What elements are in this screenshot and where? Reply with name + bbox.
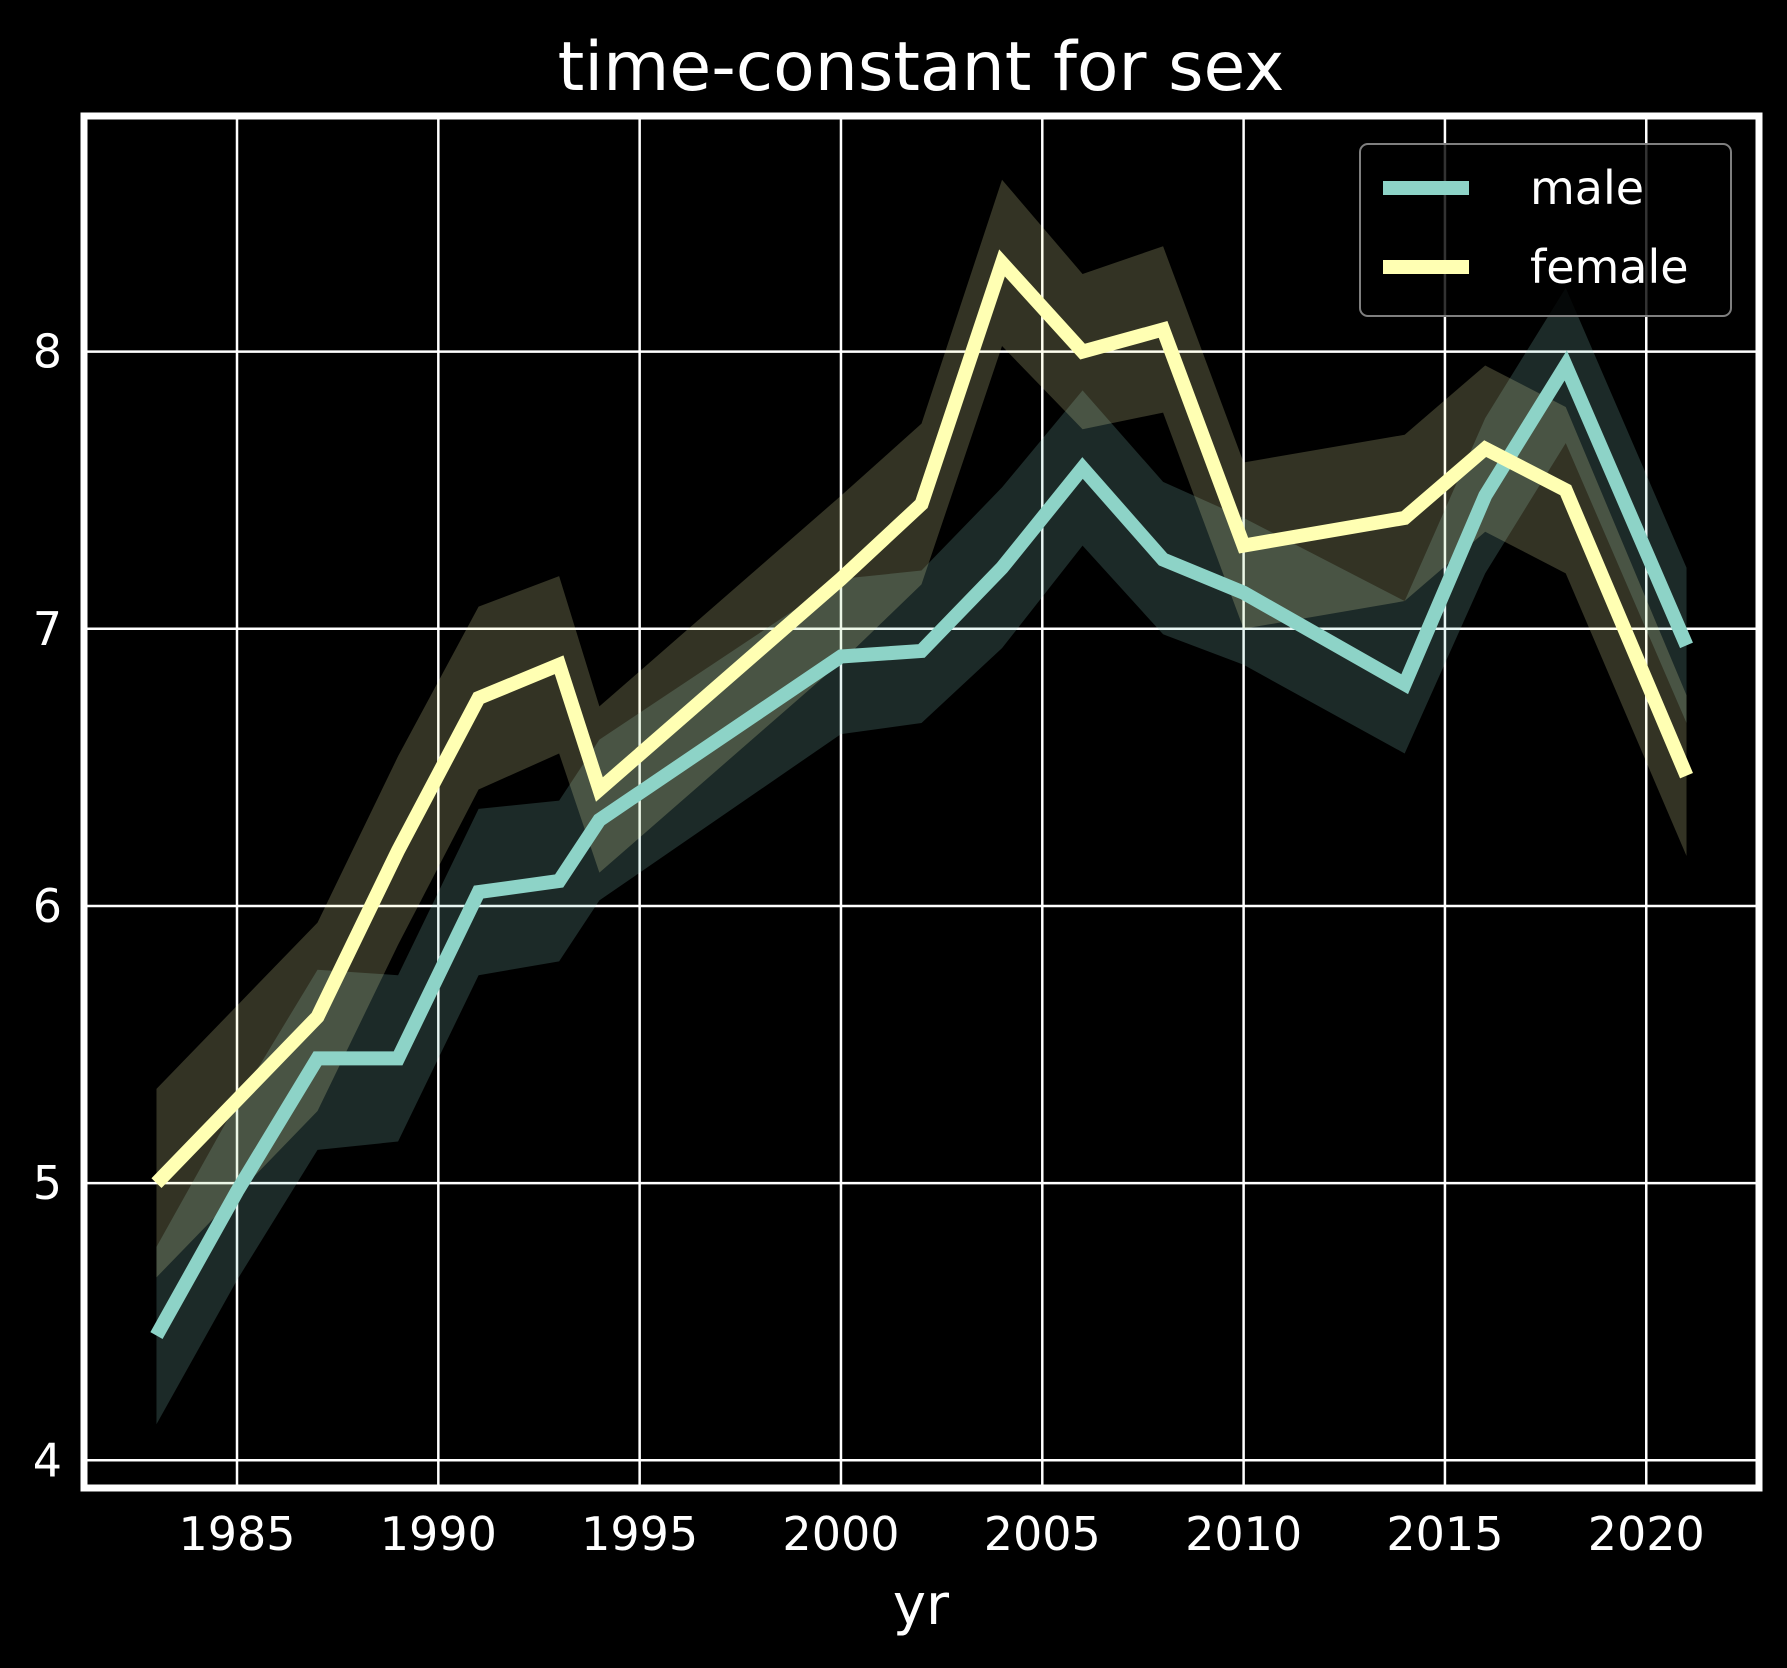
data-point-male-2002 xyxy=(921,650,922,651)
data-point-female-1989 xyxy=(398,850,399,851)
x-tick-label-1995: 1995 xyxy=(581,1507,698,1561)
confidence-bands xyxy=(156,179,1687,1425)
data-point-female-2021 xyxy=(1686,775,1687,776)
plot-frame xyxy=(80,112,1763,1492)
legend: male female xyxy=(1359,143,1732,317)
data-point-male-1991 xyxy=(478,892,479,893)
data-point-male-2010 xyxy=(1243,592,1244,593)
x-tick-label-2020: 2020 xyxy=(1588,1507,1705,1561)
series-lines xyxy=(150,249,1693,1339)
y-tick-label-4: 4 xyxy=(33,1433,62,1487)
x-tick-label-1990: 1990 xyxy=(380,1507,497,1561)
data-point-male-2016 xyxy=(1485,495,1486,496)
y-tick-label-5: 5 xyxy=(33,1156,62,1210)
confidence-band-female xyxy=(156,179,1687,1278)
data-point-male-1987 xyxy=(317,1058,318,1059)
data-point-female-1983 xyxy=(156,1183,157,1184)
y-tick-label-7: 7 xyxy=(33,602,62,656)
data-point-male-1983 xyxy=(156,1335,157,1336)
data-point-male-1994 xyxy=(599,820,600,821)
grid xyxy=(84,116,1759,1488)
legend-label-male: male xyxy=(1530,161,1644,215)
chart-title: time-constant for sex xyxy=(558,28,1285,107)
x-tick-label-2015: 2015 xyxy=(1386,1507,1503,1561)
data-point-male-2014 xyxy=(1404,684,1405,685)
x-axis-label: yr xyxy=(893,1573,950,1638)
confidence-band-male xyxy=(156,287,1687,1425)
x-tick-label-1985: 1985 xyxy=(178,1507,295,1561)
data-point-male-2006 xyxy=(1082,468,1083,469)
data-point-female-2002 xyxy=(921,504,922,505)
series-line-female xyxy=(151,249,1693,1188)
data-point-female-2016 xyxy=(1485,448,1486,449)
data-point-female-2008 xyxy=(1163,329,1164,330)
data-point-male-1985 xyxy=(237,1191,238,1192)
data-point-female-1987 xyxy=(317,1016,318,1017)
data-point-male-2008 xyxy=(1163,559,1164,560)
data-point-female-1991 xyxy=(478,698,479,699)
data-point-female-2018 xyxy=(1565,490,1566,491)
x-tick-label-2005: 2005 xyxy=(984,1507,1101,1561)
series-line-male xyxy=(150,350,1693,1339)
data-point-female-1985 xyxy=(237,1099,238,1100)
data-point-female-2010 xyxy=(1243,545,1244,546)
data-point-male-2004 xyxy=(1002,567,1003,568)
data-point-female-2000 xyxy=(840,578,841,579)
data-point-male-2018 xyxy=(1565,365,1566,366)
data-point-male-2000 xyxy=(840,656,841,657)
data-point-female-1994 xyxy=(599,789,600,790)
data-point-male-1989 xyxy=(398,1058,399,1059)
data-point-male-1993 xyxy=(559,880,560,881)
x-tick-label-2010: 2010 xyxy=(1185,1507,1302,1561)
legend-label-female: female xyxy=(1530,240,1689,294)
data-point-female-2006 xyxy=(1082,351,1083,352)
x-tick-label-2000: 2000 xyxy=(782,1507,899,1561)
y-tick-label-6: 6 xyxy=(33,879,62,933)
y-tick-labels: 4 5 6 7 8 xyxy=(33,325,62,1488)
x-tick-labels: 1985 1990 1995 2000 2005 2010 2015 2020 xyxy=(178,1507,1704,1561)
data-point-female-1993 xyxy=(559,664,560,665)
data-point-female-2004 xyxy=(1002,262,1003,263)
y-tick-label-8: 8 xyxy=(33,325,62,379)
data-point-female-2014 xyxy=(1404,517,1405,518)
data-point-male-2021 xyxy=(1686,645,1687,646)
